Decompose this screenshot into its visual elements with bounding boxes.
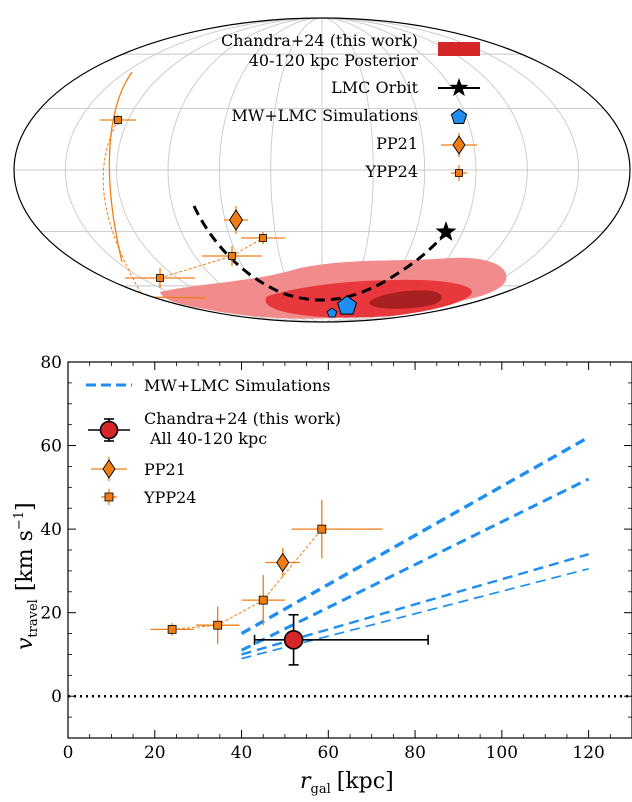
sims-line	[241, 567, 589, 660]
chandra-marker	[283, 630, 304, 650]
pp21-sky-marker	[228, 209, 244, 231]
ypp24-marker	[317, 524, 327, 534]
x-tick-label: 120	[572, 743, 604, 763]
sky-legend: Chandra+24 (this work)40-120 kpc Posteri…	[221, 31, 480, 181]
legend-label: PP21	[376, 134, 418, 153]
x-tick-label: 80	[404, 743, 426, 763]
y-tick-label: 0	[51, 687, 62, 707]
ypp24-marker	[167, 624, 177, 634]
legend-label: YPP24	[143, 488, 196, 507]
x-tick-label: 0	[63, 743, 74, 763]
longitude-line	[64, 18, 580, 322]
pp21-legend-marker	[102, 459, 116, 479]
sky-map: Chandra+24 (this work)40-120 kpc Posteri…	[13, 17, 631, 323]
sims-sky-marker	[336, 295, 358, 315]
ypp24-sky-marker	[114, 116, 122, 124]
ypp24-legend-marker	[104, 492, 114, 502]
sims-legend-marker	[450, 108, 468, 124]
sims-line	[240, 477, 590, 652]
legend-label: MW+LMC Simulations	[144, 376, 330, 395]
legend-label: Chandra+24 (this work)	[144, 409, 341, 428]
y-tick-label: 20	[40, 604, 62, 624]
legend-label: YPP24	[365, 162, 418, 181]
longitude-line	[270, 18, 374, 322]
x-tick-label: 20	[144, 743, 166, 763]
ypp24-marker	[258, 595, 268, 605]
ypp24-sky-track	[102, 119, 264, 301]
chandra-posterior-contours	[160, 257, 507, 319]
x-tick-label: 60	[317, 743, 339, 763]
sky-boundary	[13, 17, 631, 323]
legend-label: All 40-120 kpc	[149, 429, 267, 448]
ypp24-sky-marker	[156, 274, 164, 282]
legend-label: LMC Orbit	[331, 78, 418, 97]
sky-markers	[100, 71, 457, 318]
legend-label: Chandra+24 (this work)	[221, 31, 418, 50]
longitude-line	[218, 18, 426, 322]
ypp24-error-arcs	[108, 71, 206, 299]
y-axis-label: vtravel[km s−1]	[12, 502, 41, 650]
sims-line	[240, 435, 590, 636]
x-tick-label: 40	[231, 743, 253, 763]
longitude-line	[167, 18, 477, 322]
chandra-legend-swatch	[438, 42, 480, 56]
sims-line	[241, 553, 589, 656]
velocity-plot: 0 20 40 60 80 100 120 0 20 40 60 80 MW+LMC Simulati…	[12, 353, 632, 797]
x-axis-label: rgal [kpc]	[300, 769, 394, 797]
sims-sky-marker	[326, 307, 338, 318]
posterior-mid-contour	[265, 279, 472, 318]
ypp24-marker	[213, 620, 223, 630]
y-tick-label: 60	[40, 437, 62, 457]
pp21-marker	[276, 552, 290, 573]
longitude-line	[116, 18, 528, 322]
plot-legend: MW+LMC Simulations Chandra+24 (this work)…	[86, 376, 341, 507]
ypp24-connector	[172, 528, 323, 630]
x-tick-label: 100	[486, 743, 518, 763]
lmc-sky-marker	[435, 221, 457, 241]
y-tick-label: 80	[40, 353, 62, 373]
legend-label: 40-120 kpc Posterior	[249, 51, 419, 70]
legend-label: MW+LMC Simulations	[232, 106, 418, 125]
chandra-legend-marker	[99, 420, 119, 440]
plot-data	[68, 435, 632, 698]
lmc-legend-marker	[449, 78, 469, 97]
pp21-legend-marker	[452, 135, 466, 155]
posterior-inner-contour	[369, 290, 442, 309]
plot-frame	[67, 361, 632, 739]
plot-axes: 0 20 40 60 80 100 120 0 20 40 60 80	[40, 353, 632, 763]
ypp24-sky-marker	[259, 234, 267, 242]
legend-label: PP21	[144, 460, 186, 479]
ypp24-legend-marker	[455, 169, 463, 177]
y-tick-label: 40	[40, 520, 62, 540]
lmc-orbit-line	[192, 205, 448, 302]
ypp24-sky-marker	[228, 252, 236, 260]
